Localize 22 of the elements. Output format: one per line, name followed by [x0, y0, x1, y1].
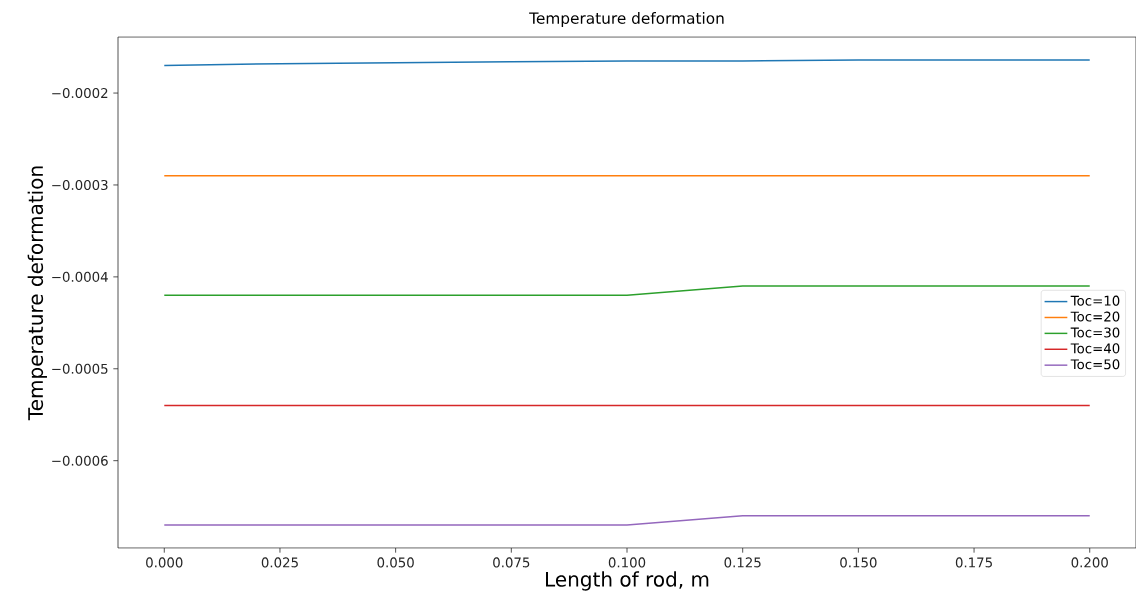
legend-label: Toc=20 [1070, 311, 1120, 322]
legend-label: Toc=10 [1070, 295, 1120, 306]
x-tick-label: 0.100 [608, 557, 646, 568]
x-tick-label: 0.150 [840, 557, 877, 568]
y-tick-label: −0.0003 [52, 179, 108, 191]
y-tick-label: −0.0005 [52, 363, 108, 374]
x-tick-label: 0.125 [724, 557, 761, 568]
x-tick-label: 0.050 [377, 557, 414, 568]
chart-title: Temperature deformation [529, 12, 724, 27]
y-tick-label: −0.0004 [52, 271, 108, 282]
x-axis-title: Length of rod, m [546, 571, 709, 591]
y-tick-label: −0.0006 [52, 455, 108, 466]
x-tick-label: 0.175 [955, 557, 992, 568]
x-tick-label: 0.000 [146, 557, 183, 568]
legend-label: Toc=40 [1070, 343, 1120, 354]
x-tick-label: 0.200 [1071, 557, 1108, 568]
legend-label: Toc=50 [1070, 359, 1120, 370]
x-tick-label: 0.075 [493, 557, 530, 568]
y-axis-title: Temperature deformation [27, 166, 47, 421]
y-tick-label: −0.0002 [52, 88, 108, 99]
legend-label: Toc=30 [1070, 327, 1120, 338]
x-tick-label: 0.025 [261, 557, 298, 568]
